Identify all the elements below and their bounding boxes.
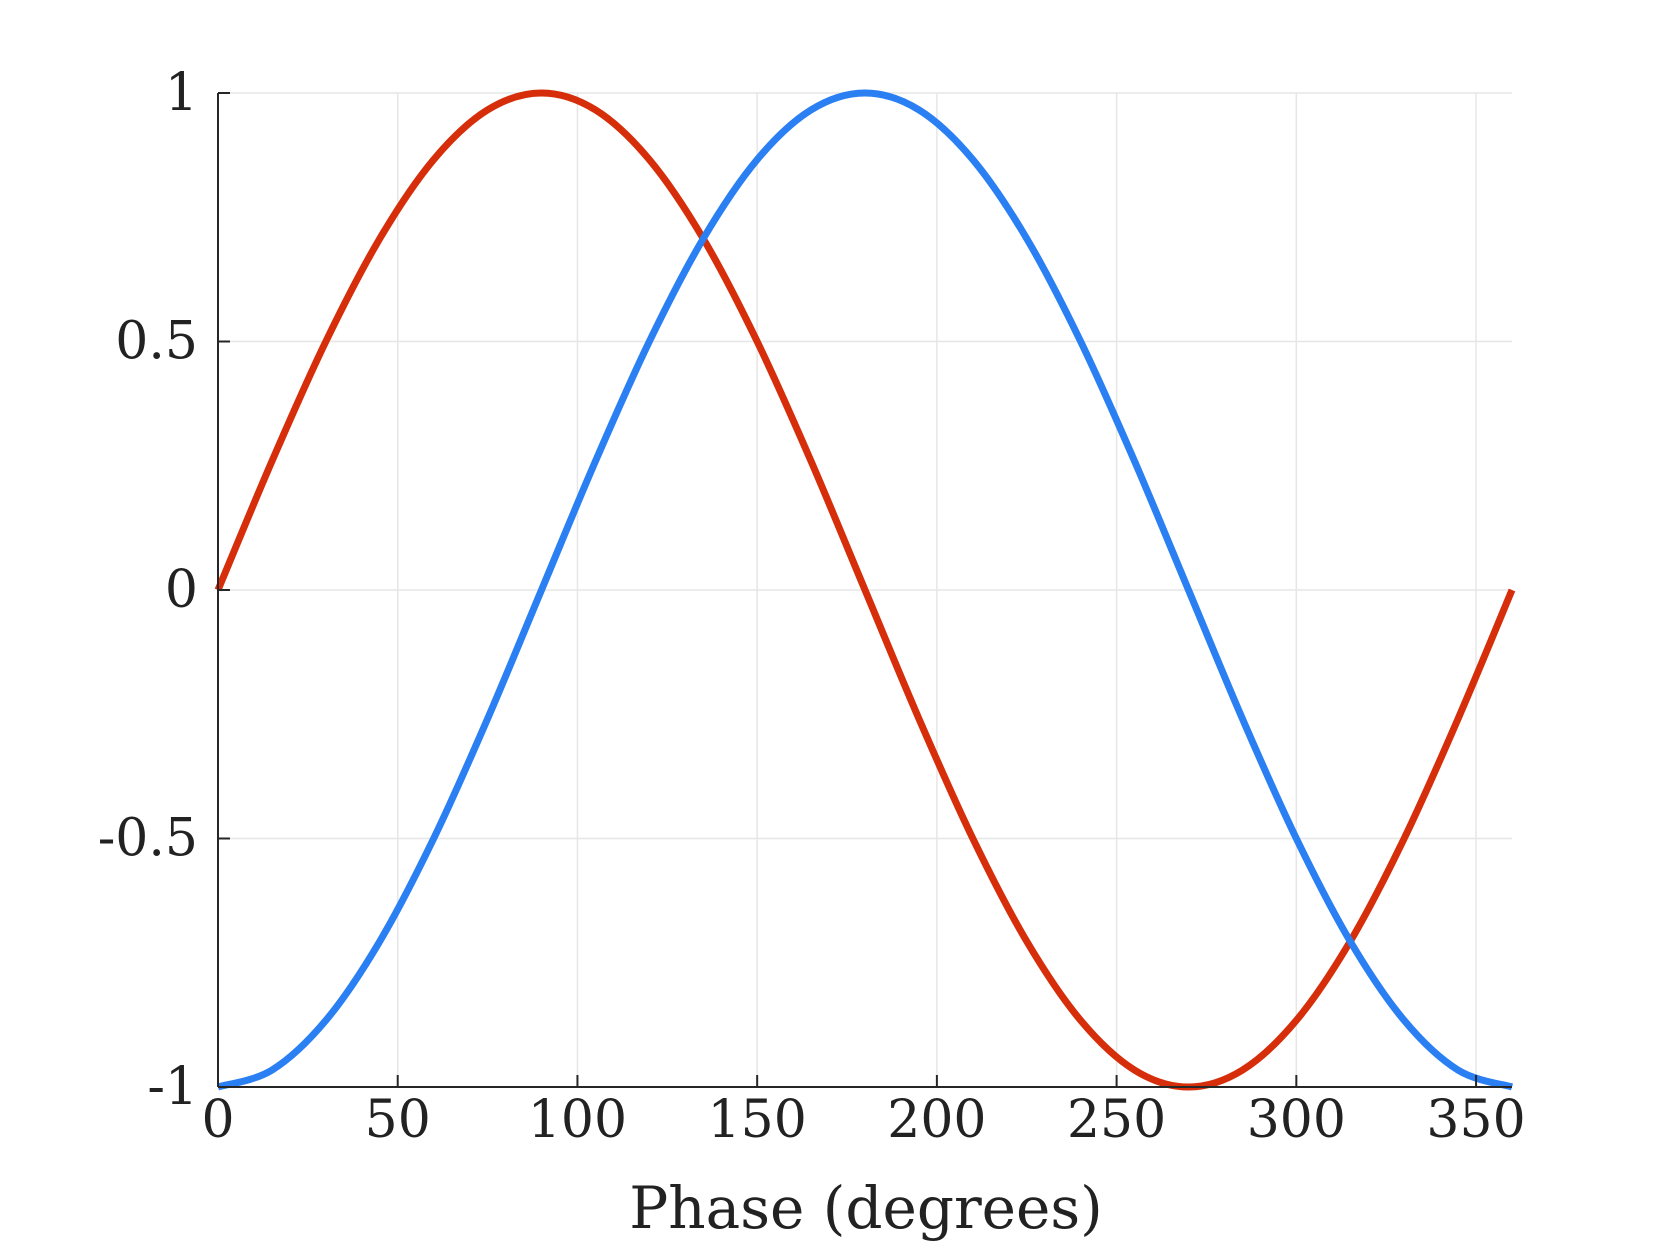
tick-labels: 0 50 100 150 200 250 300 350 1 0.5 0 -0.5 -1 [98, 63, 1526, 1150]
x-axis-label: Phase (degrees) [629, 1174, 1102, 1242]
x-tick-label: 50 [365, 1090, 431, 1150]
x-tick-label: 350 [1426, 1090, 1525, 1150]
series-line-1 [214, 89, 1516, 1091]
y-tick-label: -1 [147, 1057, 198, 1117]
x-tick-label: 150 [708, 1090, 807, 1150]
x-tick-label: 250 [1067, 1090, 1166, 1150]
series-layer [214, 89, 1516, 1091]
x-tick-label: 300 [1247, 1090, 1346, 1150]
x-tick-label: 200 [887, 1090, 986, 1150]
y-tick-label: 0.5 [115, 312, 198, 372]
y-tick-label: 1 [165, 63, 198, 123]
y-tick-label: 0 [165, 560, 198, 620]
axes [217, 92, 1512, 1088]
x-tick-label: 0 [201, 1090, 234, 1150]
series-line-2 [216, 89, 1514, 1091]
x-tick-label: 100 [528, 1090, 627, 1150]
y-tick-label: -0.5 [98, 809, 198, 869]
